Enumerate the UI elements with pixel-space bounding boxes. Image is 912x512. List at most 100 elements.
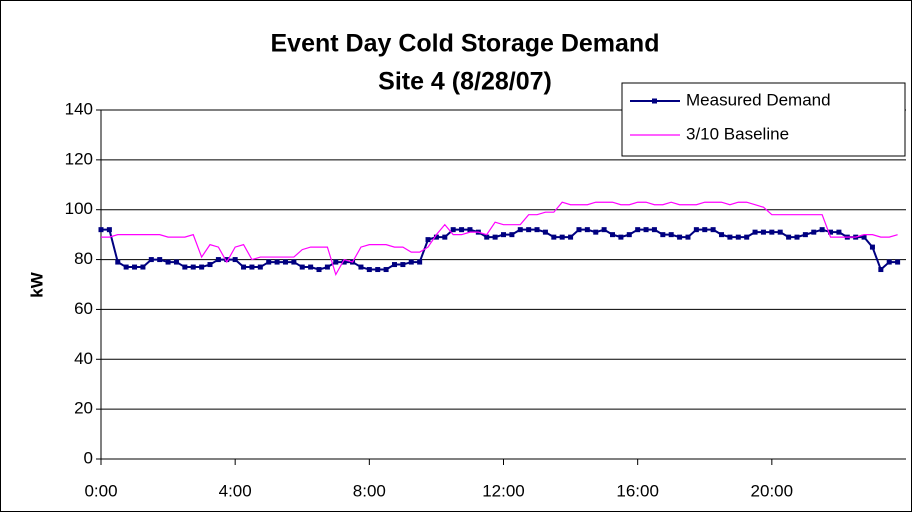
y-tick-label: 80 bbox=[74, 249, 93, 268]
data-point bbox=[182, 264, 188, 270]
data-point bbox=[132, 264, 138, 270]
data-point bbox=[199, 264, 205, 270]
data-point bbox=[190, 264, 196, 270]
data-point bbox=[861, 234, 867, 240]
data-point bbox=[819, 227, 825, 233]
chart-title: Event Day Cold Storage Demand bbox=[271, 30, 660, 58]
legend-box bbox=[621, 82, 906, 157]
y-axis-label: kW bbox=[27, 271, 46, 297]
data-point bbox=[719, 232, 725, 238]
data-point bbox=[710, 227, 716, 233]
data-point bbox=[459, 227, 465, 233]
data-point bbox=[869, 244, 875, 250]
data-point bbox=[98, 227, 104, 233]
legend-label: 3/10 Baseline bbox=[686, 124, 789, 143]
data-point bbox=[660, 232, 666, 238]
data-point bbox=[123, 264, 129, 270]
data-point bbox=[341, 259, 347, 265]
data-point bbox=[299, 264, 305, 270]
data-point bbox=[501, 232, 506, 238]
data-point bbox=[509, 232, 515, 238]
data-point bbox=[232, 257, 238, 263]
data-point bbox=[375, 267, 381, 273]
data-point bbox=[542, 229, 548, 235]
x-tick-label: 4:00 bbox=[219, 481, 252, 500]
data-point bbox=[383, 267, 389, 273]
data-point bbox=[249, 264, 255, 270]
data-point bbox=[744, 234, 750, 240]
data-point bbox=[618, 234, 624, 240]
data-point bbox=[735, 234, 741, 240]
data-point bbox=[442, 234, 448, 240]
data-point bbox=[886, 259, 892, 265]
data-point bbox=[274, 259, 280, 265]
data-point bbox=[391, 262, 397, 268]
legend-marker bbox=[652, 98, 657, 104]
series-line bbox=[101, 201, 898, 277]
y-tick-label: 40 bbox=[74, 349, 93, 368]
x-tick-label: 16:00 bbox=[616, 481, 659, 500]
data-point bbox=[207, 262, 213, 268]
data-point bbox=[878, 267, 884, 273]
y-tick-label: 20 bbox=[74, 399, 93, 418]
data-point bbox=[433, 234, 439, 240]
x-tick-label: 20:00 bbox=[751, 481, 794, 500]
data-point bbox=[467, 227, 473, 233]
data-point bbox=[106, 227, 112, 233]
data-point bbox=[417, 259, 423, 265]
data-point bbox=[635, 227, 641, 233]
data-point bbox=[148, 257, 154, 263]
data-point bbox=[685, 234, 691, 240]
data-point bbox=[425, 237, 431, 243]
data-point bbox=[257, 264, 263, 270]
data-point bbox=[769, 229, 775, 235]
data-point bbox=[668, 232, 674, 238]
data-point bbox=[308, 264, 314, 270]
y-tick-label: 60 bbox=[74, 299, 93, 318]
data-point bbox=[559, 234, 565, 240]
data-point bbox=[786, 234, 792, 240]
data-point bbox=[593, 229, 599, 235]
x-tick-label: 0:00 bbox=[84, 481, 117, 500]
data-point bbox=[526, 227, 532, 233]
x-tick-label: 8:00 bbox=[353, 481, 386, 500]
data-point bbox=[333, 259, 339, 265]
y-tick-label: 100 bbox=[65, 199, 93, 218]
x-tick-label: 12:00 bbox=[482, 481, 525, 500]
data-point bbox=[651, 227, 657, 233]
data-point bbox=[215, 257, 221, 263]
data-point bbox=[551, 234, 557, 240]
data-point bbox=[752, 229, 758, 235]
data-point bbox=[517, 227, 523, 233]
data-point bbox=[702, 227, 708, 233]
data-point bbox=[358, 264, 364, 270]
data-point bbox=[584, 227, 590, 233]
data-point bbox=[626, 232, 632, 238]
data-point bbox=[492, 234, 498, 240]
data-point bbox=[794, 234, 800, 240]
data-point bbox=[693, 227, 699, 233]
data-point bbox=[173, 259, 179, 265]
data-point bbox=[400, 262, 406, 268]
data-point bbox=[115, 259, 121, 265]
data-point bbox=[534, 227, 540, 233]
data-point bbox=[224, 257, 230, 263]
data-point bbox=[316, 267, 322, 273]
data-point bbox=[677, 234, 683, 240]
legend-label: Measured Demand bbox=[686, 90, 831, 109]
data-point bbox=[291, 259, 297, 265]
data-point bbox=[366, 267, 372, 273]
data-point bbox=[157, 257, 163, 263]
data-point bbox=[836, 229, 842, 235]
data-point bbox=[760, 229, 766, 235]
data-point bbox=[241, 264, 247, 270]
data-point bbox=[484, 234, 490, 240]
data-point bbox=[140, 264, 146, 270]
data-point bbox=[811, 229, 817, 235]
data-point bbox=[408, 259, 414, 265]
data-point bbox=[450, 227, 456, 233]
data-point bbox=[576, 227, 582, 233]
data-point bbox=[777, 229, 783, 235]
chart-subtitle: Site 4 (8/28/07) bbox=[378, 68, 552, 96]
